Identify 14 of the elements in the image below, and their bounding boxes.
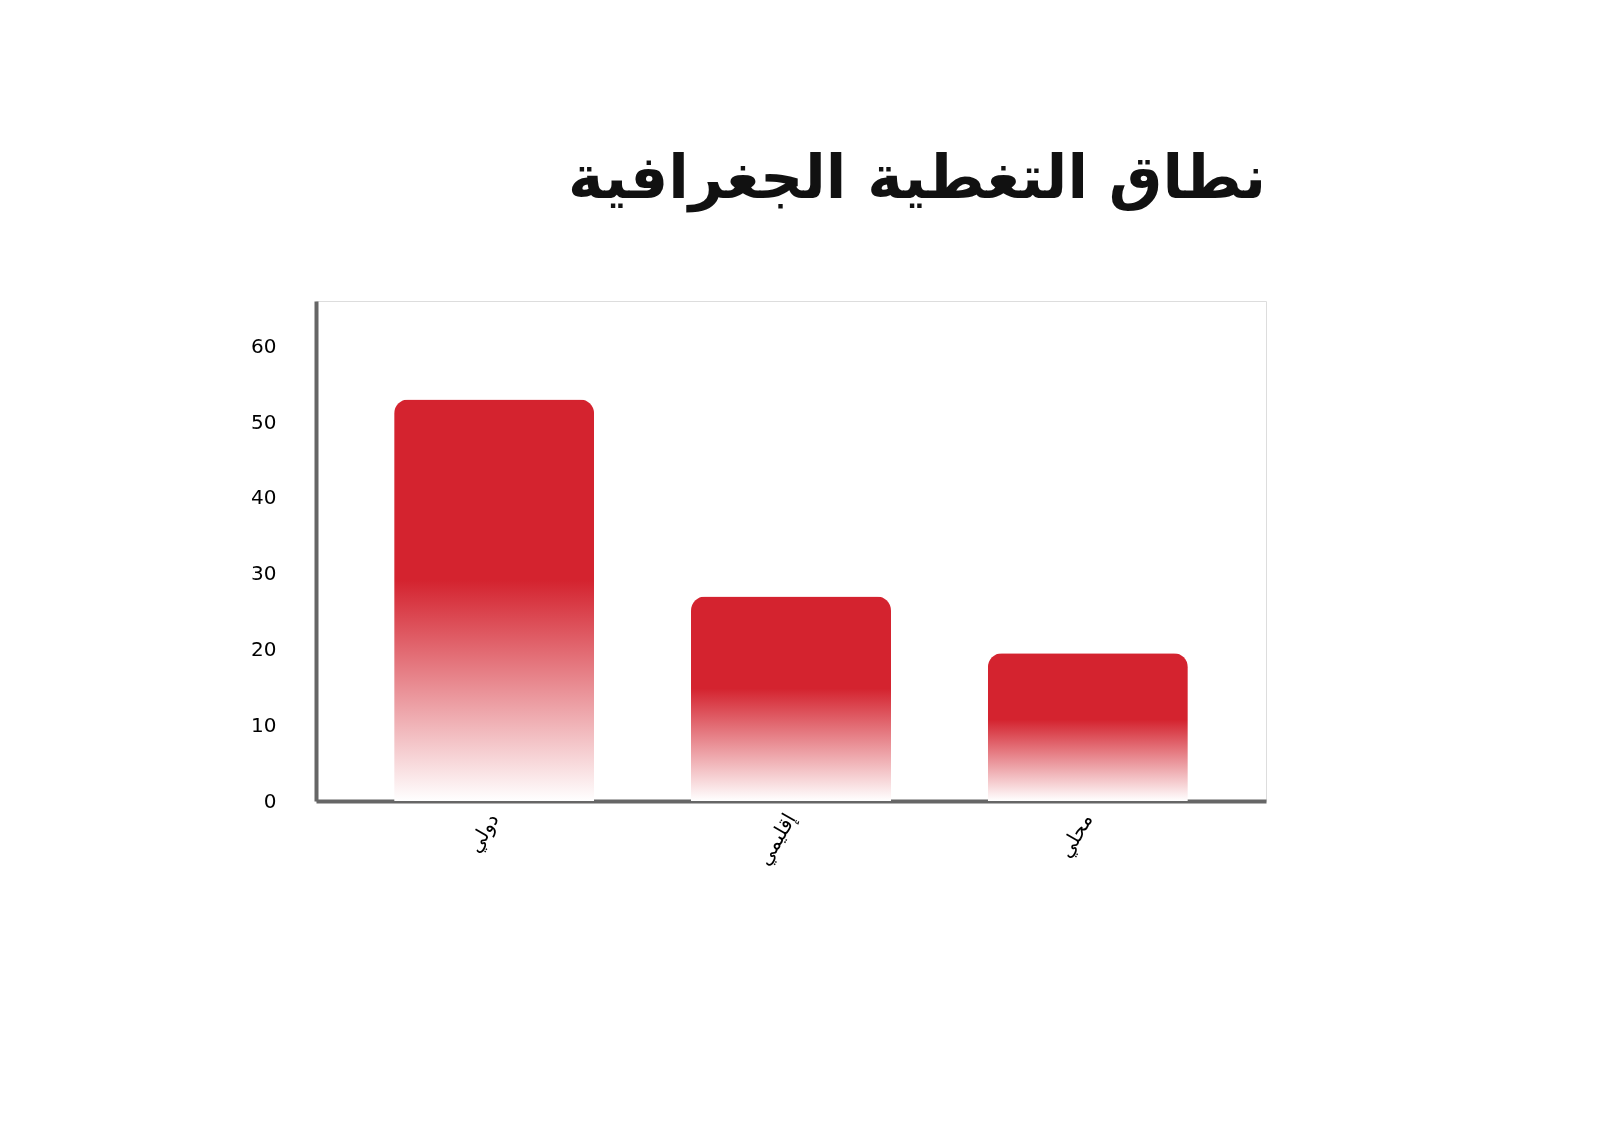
y-tick-label: 30 (251, 561, 277, 586)
x-tick-label: إقليمي (751, 809, 802, 871)
y-tick-label: 40 (251, 485, 277, 510)
bar (691, 596, 891, 801)
y-tick-label: 50 (251, 409, 277, 434)
chart-title: نطاق التغطية الجغرافية (568, 142, 1266, 213)
y-tick-label: 20 (251, 636, 277, 661)
bar (987, 653, 1188, 801)
y-tick-label: 0 (263, 788, 277, 813)
bar (394, 399, 595, 801)
x-tick-label: محلي (1053, 809, 1099, 863)
y-tick-label: 10 (251, 712, 277, 737)
y-tick-label: 60 (251, 333, 277, 358)
x-tick-label: دولي (462, 809, 505, 858)
